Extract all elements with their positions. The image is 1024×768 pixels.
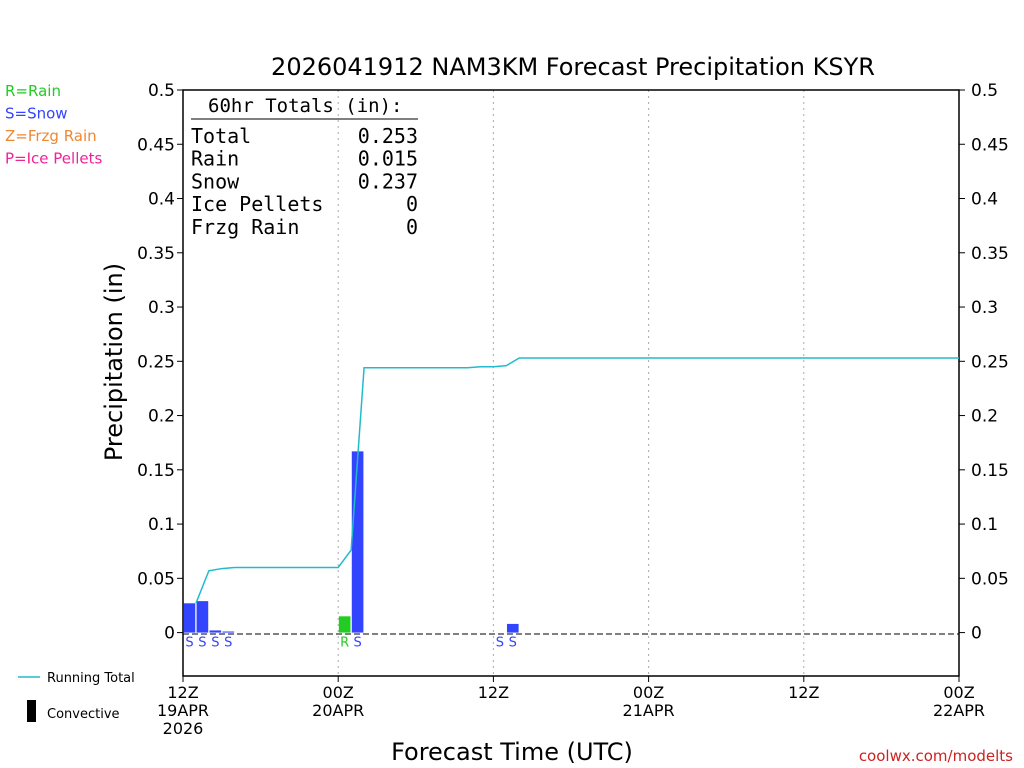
y-tick-label: 0.35 — [971, 244, 1009, 264]
y-tick-label: 0.1 — [148, 515, 175, 535]
bottom-legend-label: Running Total — [47, 671, 135, 686]
legend-item-s: S=Snow — [5, 105, 68, 123]
y-axis-left: 0 0.05 0.1 0.15 0.2 0.25 0.3 0.35 0.4 0.45 0.5 — [137, 81, 183, 644]
precip-bar — [209, 630, 222, 633]
x-axis-label: Forecast Time (UTC) — [391, 738, 633, 766]
y-tick-label: 0 — [164, 624, 175, 644]
y-tick-label: 0.05 — [971, 569, 1009, 589]
x-tick-label: 19APR — [157, 701, 209, 720]
y-axis-right: 0 0.05 0.1 0.15 0.2 0.25 0.3 0.35 0.4 0.45 0.5 — [959, 81, 1009, 644]
y-tick-label: 0.5 — [148, 81, 175, 101]
precip-type-code: S — [224, 636, 232, 651]
totals-row-value: 0 — [406, 192, 418, 216]
legend-item-p: P=Ice Pellets — [5, 150, 102, 168]
precip-type-code: S — [353, 636, 361, 651]
y-tick-label: 0.15 — [137, 461, 175, 481]
precip-type-code: S — [185, 636, 193, 651]
x-tick-label: 2026 — [163, 719, 204, 738]
totals-row-label: Rain — [191, 147, 239, 171]
totals-row-label: Total — [191, 124, 251, 148]
x-tick-label: 12Z — [788, 683, 819, 702]
bottom-legend-label: Convective — [47, 707, 120, 722]
precip-bar — [338, 616, 351, 633]
x-tick-label: 00Z — [633, 683, 664, 702]
y-tick-label: 0.4 — [971, 190, 998, 210]
y-axis-label: Precipitation (in) — [100, 263, 128, 461]
credit-text: coolwx.com/modelts — [859, 747, 1013, 765]
y-tick-label: 0.5 — [971, 81, 998, 101]
precip-type-code: S — [198, 636, 206, 651]
precip-type-legend: R=Rain S=Snow Z=Frzg Rain P=Ice Pellets — [5, 82, 102, 168]
precip-type-code: S — [509, 636, 517, 651]
chart-title: 2026041912 NAM3KM Forecast Precipitation… — [271, 53, 875, 81]
legend-item-r: R=Rain — [5, 82, 61, 100]
grid-lines — [337, 90, 805, 676]
x-tick-label: 12Z — [167, 683, 198, 702]
precip-type-code: S — [211, 636, 219, 651]
legend-bar-swatch — [27, 700, 36, 722]
x-tick-label: 12Z — [478, 683, 509, 702]
precip-bars — [183, 451, 519, 633]
totals-row-value: 0.253 — [358, 124, 418, 148]
totals-row-value: 0 — [406, 215, 418, 239]
y-tick-label: 0.3 — [971, 298, 998, 318]
bottom-legend: Running Total Convective — [18, 671, 135, 722]
totals-box: 60hr Totals (in): Total 0.253 Rain 0.015 Sno… — [191, 95, 418, 239]
totals-heading: 60hr Totals (in): — [208, 95, 402, 117]
y-tick-label: 0.3 — [148, 298, 175, 318]
totals-row-label: Snow — [191, 169, 240, 193]
y-tick-label: 0.25 — [971, 352, 1009, 372]
precip-bar — [506, 623, 519, 633]
precip-bar — [183, 603, 196, 633]
legend-item-z: Z=Frzg Rain — [5, 127, 97, 145]
y-tick-label: 0.35 — [137, 244, 175, 264]
plot-frame — [182, 89, 960, 677]
y-tick-label: 0 — [971, 624, 982, 644]
y-tick-label: 0.2 — [148, 407, 175, 427]
precip-bar — [222, 631, 235, 633]
y-tick-label: 0.1 — [971, 515, 998, 535]
precip-type-code: S — [496, 636, 504, 651]
x-tick-label: 00Z — [943, 683, 974, 702]
y-tick-label: 0.4 — [148, 190, 175, 210]
y-tick-label: 0.45 — [137, 135, 175, 155]
y-tick-label: 0.05 — [137, 569, 175, 589]
y-tick-label: 0.2 — [971, 407, 998, 427]
y-tick-label: 0.45 — [971, 135, 1009, 155]
y-tick-label: 0.25 — [137, 352, 175, 372]
totals-row-value: 0.015 — [358, 147, 418, 171]
x-tick-label: 21APR — [623, 701, 675, 720]
x-tick-label: 00Z — [323, 683, 354, 702]
precip-type-code: R — [340, 636, 349, 651]
totals-row-label: Frzg Rain — [191, 215, 299, 239]
precip-bar — [196, 601, 209, 633]
totals-rows: Total 0.253 Rain 0.015 Snow 0.237 Ice Pellets 0… — [191, 124, 418, 239]
precip-bar — [351, 451, 364, 633]
x-tick-label: 22APR — [933, 701, 985, 720]
y-tick-label: 0.15 — [971, 461, 1009, 481]
running-total-line — [195, 357, 959, 604]
totals-row-label: Ice Pellets — [191, 192, 323, 216]
totals-row-value: 0.237 — [358, 169, 418, 193]
x-tick-label: 20APR — [312, 701, 364, 720]
